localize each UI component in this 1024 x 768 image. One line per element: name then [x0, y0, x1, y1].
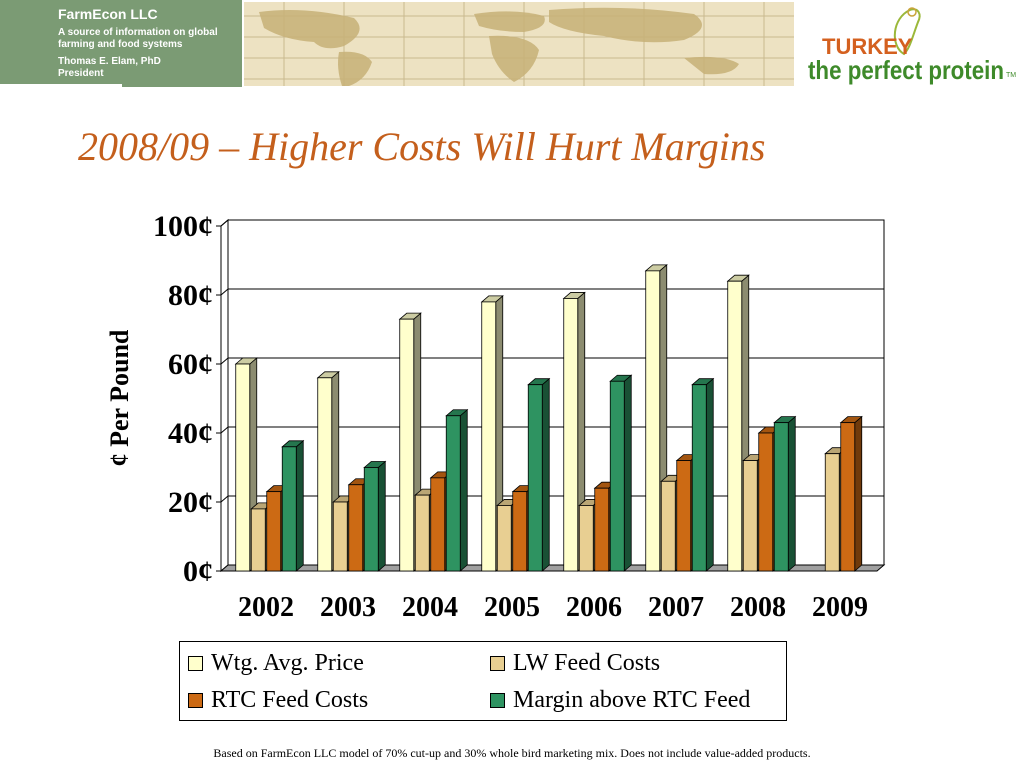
- bar-front: [742, 460, 758, 572]
- bar-front: [266, 491, 282, 572]
- y-tick-label: 60¢: [168, 348, 213, 381]
- bar: [691, 377, 715, 572]
- bar-front: [414, 494, 430, 572]
- header-banner: [0, 0, 242, 84]
- bar-front: [317, 377, 333, 572]
- bar-front: [758, 432, 774, 572]
- bar-side: [295, 439, 304, 572]
- bar: [527, 377, 551, 572]
- bar: [281, 439, 305, 572]
- bar-front: [281, 446, 297, 572]
- bar-front: [563, 298, 579, 572]
- bar: [445, 408, 469, 572]
- legend-swatch-price: [188, 656, 203, 671]
- bar: [562, 291, 586, 572]
- turkey-perfect-protein-logo: TURKEY the perfect protein TM: [808, 7, 1016, 85]
- bar-front: [594, 487, 610, 572]
- bar-side: [623, 374, 632, 572]
- x-tick-label: 2007: [648, 592, 704, 623]
- bar-side: [787, 415, 796, 572]
- bar: [839, 415, 863, 572]
- bar-front: [348, 484, 364, 572]
- presenter-info: Thomas E. Elam, PhD President: [58, 56, 161, 80]
- company-name: FarmEcon LLC: [58, 6, 158, 22]
- bar-front: [445, 415, 461, 572]
- legend-swatch-rtc-feed: [188, 693, 203, 708]
- y-axis-label: ¢ Per Pound: [105, 329, 134, 466]
- bar-front: [824, 453, 840, 572]
- world-map-banner: [244, 2, 794, 86]
- bar-side: [705, 377, 714, 572]
- gridline-depth: [220, 219, 229, 227]
- bar-front: [332, 501, 348, 572]
- bar: [609, 374, 633, 572]
- legend-swatch-lw-feed: [490, 656, 505, 671]
- bar-side: [541, 377, 550, 572]
- bar-front: [481, 301, 497, 572]
- legend-label-rtc-feed: RTC Feed Costs: [211, 687, 369, 713]
- x-tick-label: 2008: [730, 592, 786, 623]
- legend-item: LW Feed Costs: [490, 650, 660, 677]
- bar-front: [399, 318, 415, 572]
- logo-line-1: TURKEY: [822, 34, 913, 59]
- bar-front: [235, 363, 251, 572]
- x-tick-label: 2004: [402, 592, 458, 623]
- bar-side: [459, 408, 468, 572]
- y-tick-label: 0¢: [183, 555, 213, 588]
- x-tick-label: 2006: [566, 592, 622, 623]
- chart-legend: Wtg. Avg. Price LW Feed Costs RTC Feed C…: [179, 641, 787, 721]
- legend-item: RTC Feed Costs: [188, 687, 368, 714]
- logo-line-2: the perfect protein: [808, 55, 1004, 85]
- legend-item: Margin above RTC Feed: [490, 687, 750, 714]
- legend-item: Wtg. Avg. Price: [188, 650, 364, 677]
- x-tick-label: 2003: [320, 592, 376, 623]
- x-tick-label: 2005: [484, 592, 540, 623]
- slide-title: 2008/09 – Higher Costs Will Hurt Margins: [78, 124, 766, 169]
- bar-front: [527, 384, 543, 572]
- company-tagline: A source of information on global farmin…: [58, 27, 218, 50]
- bar-front: [496, 505, 512, 572]
- y-tick-label: 20¢: [168, 486, 213, 519]
- presenter-name: Thomas E. Elam, PhD: [58, 56, 161, 67]
- bar-side: [377, 460, 386, 572]
- bar-front: [645, 270, 661, 572]
- legend-label-price: Wtg. Avg. Price: [211, 650, 364, 676]
- gridline-depth: [220, 357, 229, 365]
- bar-front: [512, 491, 528, 572]
- header-strip: [122, 84, 242, 87]
- bar-front: [609, 380, 625, 572]
- bar-front: [840, 422, 856, 572]
- y-tick-label: 80¢: [168, 279, 213, 312]
- bar-front: [691, 384, 707, 572]
- y-tick-label: 40¢: [168, 417, 213, 450]
- bar-front: [727, 280, 743, 572]
- bar-front: [676, 460, 692, 572]
- presenter-title: President: [58, 68, 104, 79]
- x-tick-label: 2009: [812, 592, 868, 623]
- y-tick-label: 100¢: [153, 210, 213, 243]
- bar: [363, 460, 387, 572]
- bar-front: [430, 477, 446, 572]
- bar-front: [250, 508, 266, 572]
- bar-front: [773, 422, 789, 572]
- plot-left-wall: [220, 218, 229, 573]
- gridline-depth: [220, 426, 229, 434]
- bar: [773, 415, 797, 572]
- legend-label-lw-feed: LW Feed Costs: [513, 650, 661, 676]
- logo-trademark: TM: [1006, 72, 1016, 79]
- footnote: Based on FarmEcon LLC model of 70% cut-u…: [213, 746, 811, 760]
- bar-front: [363, 467, 379, 572]
- legend-swatch-margin: [490, 693, 505, 708]
- bar-side: [854, 415, 863, 572]
- bar-front: [660, 480, 676, 572]
- gridline-depth: [220, 288, 229, 296]
- gridline-depth: [220, 495, 229, 503]
- x-tick-label: 2002: [238, 592, 294, 623]
- bar-front: [578, 505, 594, 572]
- legend-label-margin: Margin above RTC Feed: [513, 687, 751, 713]
